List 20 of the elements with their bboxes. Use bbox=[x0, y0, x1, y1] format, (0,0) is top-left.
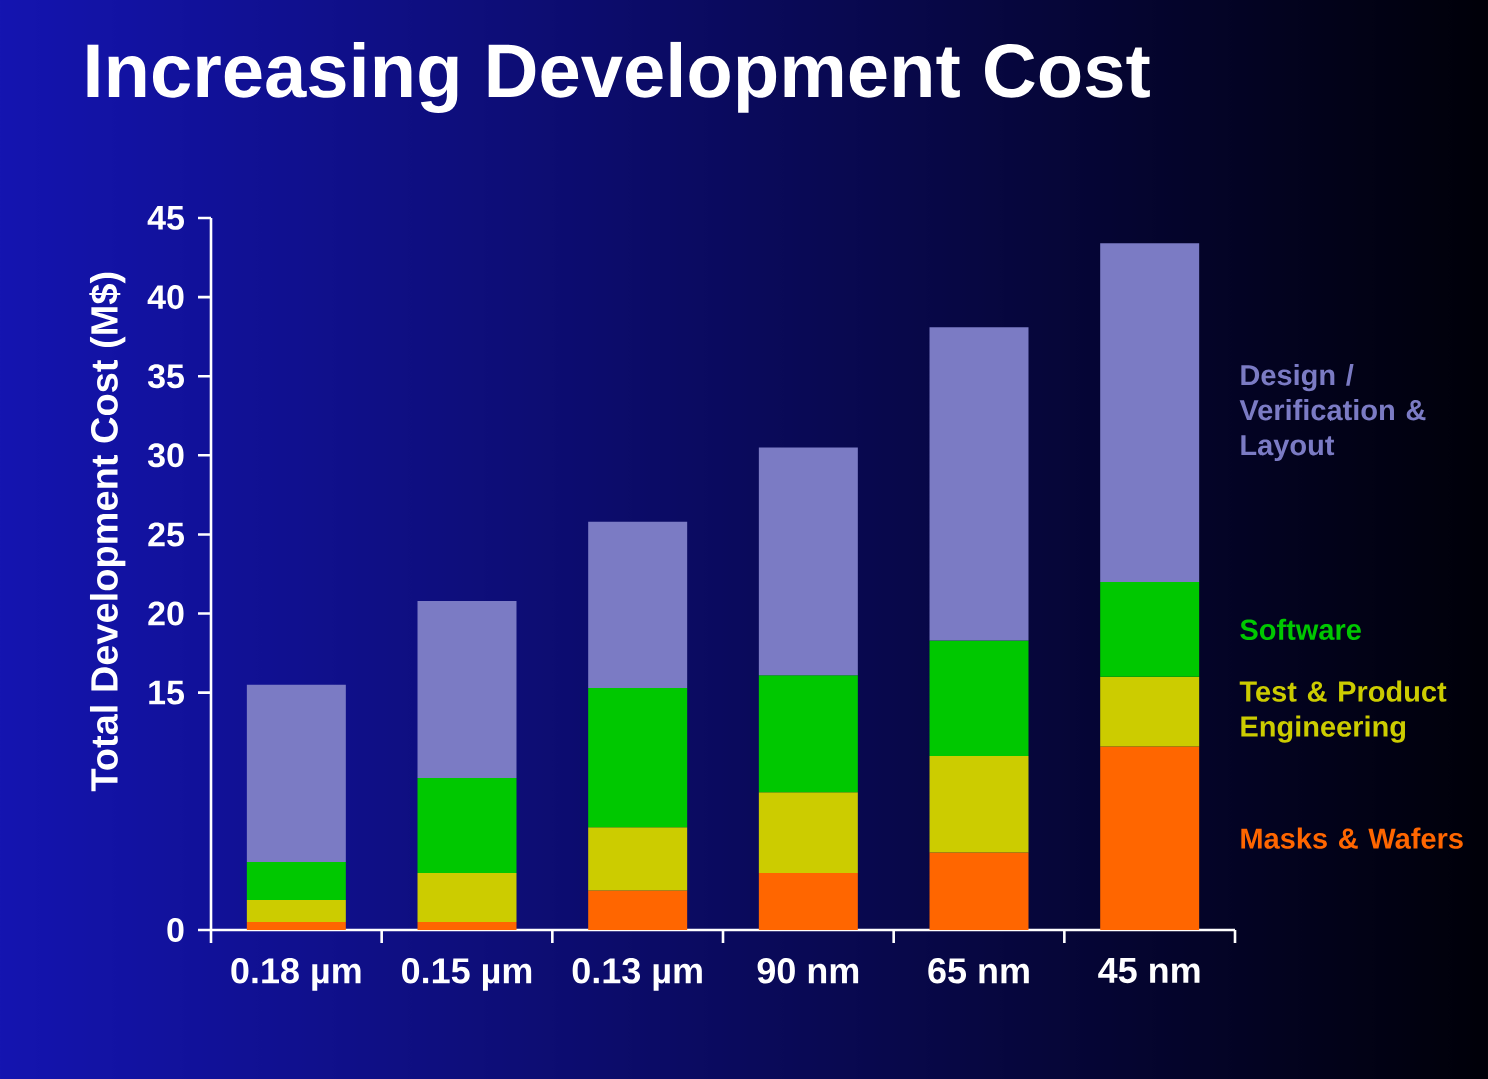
y-tick-label: 40 bbox=[147, 285, 184, 310]
series-label: Design / Verification & Layout bbox=[1239, 364, 1426, 462]
x-tick-label: 0.18 µm bbox=[231, 958, 361, 991]
series-label: Masks & Wafers bbox=[1241, 827, 1463, 849]
series-label: Test & Product Engineering bbox=[1239, 680, 1447, 743]
x-tick-label: 0.13 µm bbox=[572, 958, 702, 991]
y-tick-label: 20 bbox=[148, 601, 184, 626]
y-tick-label: 25 bbox=[148, 522, 184, 547]
y-tick-label: 35 bbox=[147, 364, 184, 389]
x-tick-label: 90 nm bbox=[757, 958, 859, 984]
x-tick-label: 45 nm bbox=[1098, 958, 1200, 984]
chart-title: Increasing Development Cost bbox=[87, 41, 1150, 114]
x-tick-label: 65 nm bbox=[928, 958, 1029, 984]
x-tick-label: 0.15 µm bbox=[402, 958, 532, 991]
y-tick-label: 0 bbox=[167, 917, 184, 943]
y-axis-title: Total Development Cost (M$) bbox=[89, 272, 126, 792]
series-label: Software bbox=[1240, 618, 1361, 641]
y-tick-label: 15 bbox=[149, 680, 184, 705]
y-tick-label: 30 bbox=[147, 443, 184, 468]
y-tick-label: 45 bbox=[147, 206, 184, 230]
